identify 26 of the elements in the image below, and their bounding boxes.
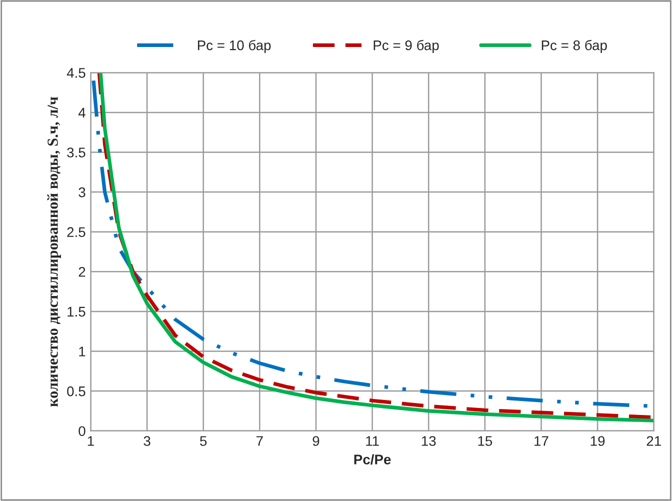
x-tick-label: 1 (88, 436, 94, 446)
x-axis-title: Pc/Pe (354, 454, 391, 465)
x-tick-label: 3 (144, 436, 150, 446)
x-tick-label: 19 (590, 436, 605, 446)
legend-label: Pc = 10 бар (198, 40, 271, 53)
y-tick-label: 1 (79, 346, 86, 356)
legend-label: Pc = 8 бар (542, 40, 607, 53)
y-tick-label: 4.5 (66, 68, 86, 78)
legend-label: Pc = 9 бар (374, 40, 439, 53)
x-tick-label: 11 (366, 436, 379, 446)
x-tick-label: 13 (422, 436, 436, 446)
x-tick-label: 21 (646, 436, 661, 446)
y-tick-label: 3 (78, 187, 86, 198)
y-tick-label: 3.5 (67, 148, 86, 158)
y-axis-title: количество дистиллированной воды, S.ч, л/ч (47, 96, 61, 407)
x-tick-label: 5 (200, 436, 207, 446)
y-tick-label: 2.5 (67, 227, 86, 238)
y-tick-label: 4 (78, 108, 86, 118)
x-tick-label: 9 (312, 436, 320, 446)
x-tick-label: 7 (256, 436, 263, 446)
y-tick-label: 0.5 (67, 386, 86, 396)
y-tick-label: 2 (78, 266, 86, 277)
x-tick-label: 17 (534, 436, 548, 446)
y-tick-label: 1.5 (68, 306, 86, 317)
x-tick-label: 15 (478, 436, 492, 446)
y-tick-label: 0 (78, 426, 86, 436)
